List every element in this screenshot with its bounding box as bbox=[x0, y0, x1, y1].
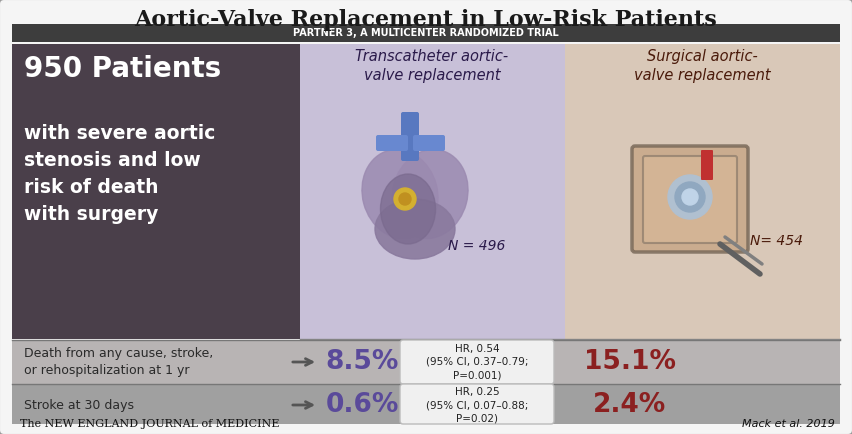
FancyBboxPatch shape bbox=[400, 340, 554, 384]
Text: HR, 0.25
(95% CI, 0.07–0.88;
P=0.02): HR, 0.25 (95% CI, 0.07–0.88; P=0.02) bbox=[426, 387, 528, 423]
FancyArrowPatch shape bbox=[293, 401, 312, 408]
Bar bbox=[12, 340, 840, 384]
Text: 950 Patients: 950 Patients bbox=[24, 55, 222, 83]
Text: PARTNER 3, A MULTICENTER RANDOMIZED TRIAL: PARTNER 3, A MULTICENTER RANDOMIZED TRIA… bbox=[293, 28, 559, 38]
FancyBboxPatch shape bbox=[376, 135, 408, 151]
FancyBboxPatch shape bbox=[632, 146, 748, 252]
Bar bbox=[300, 44, 565, 339]
Text: Surgical aortic-
valve replacement: Surgical aortic- valve replacement bbox=[634, 49, 770, 83]
Bar bbox=[565, 44, 840, 339]
Text: 15.1%: 15.1% bbox=[584, 349, 676, 375]
Ellipse shape bbox=[392, 149, 468, 239]
FancyBboxPatch shape bbox=[413, 135, 445, 151]
Text: Aortic-Valve Replacement in Low-Risk Patients: Aortic-Valve Replacement in Low-Risk Pat… bbox=[135, 9, 717, 31]
FancyArrowPatch shape bbox=[293, 358, 312, 365]
Text: Transcatheter aortic-
valve replacement: Transcatheter aortic- valve replacement bbox=[355, 49, 509, 83]
Ellipse shape bbox=[381, 174, 435, 244]
Text: 8.5%: 8.5% bbox=[325, 349, 399, 375]
Text: Mack et al. 2019: Mack et al. 2019 bbox=[742, 419, 835, 429]
Bar bbox=[12, 44, 300, 339]
Circle shape bbox=[675, 182, 705, 212]
Bar bbox=[12, 385, 840, 424]
Bar bbox=[12, 24, 840, 42]
Text: N = 496: N = 496 bbox=[448, 239, 505, 253]
Ellipse shape bbox=[375, 199, 455, 259]
Text: Stroke at 30 days: Stroke at 30 days bbox=[24, 398, 134, 411]
FancyBboxPatch shape bbox=[701, 150, 713, 180]
Circle shape bbox=[668, 175, 712, 219]
Text: with severe aortic
stenosis and low
risk of death
with surgery: with severe aortic stenosis and low risk… bbox=[24, 124, 216, 224]
Text: 2.4%: 2.4% bbox=[593, 392, 666, 418]
FancyBboxPatch shape bbox=[400, 384, 554, 424]
Text: N= 454: N= 454 bbox=[750, 234, 803, 248]
Text: Death from any cause, stroke,
or rehospitalization at 1 yr: Death from any cause, stroke, or rehospi… bbox=[24, 347, 213, 377]
FancyBboxPatch shape bbox=[643, 156, 737, 243]
FancyBboxPatch shape bbox=[0, 0, 852, 434]
FancyBboxPatch shape bbox=[401, 112, 419, 161]
Ellipse shape bbox=[362, 149, 438, 239]
Text: The NEW ENGLAND JOURNAL of MEDICINE: The NEW ENGLAND JOURNAL of MEDICINE bbox=[20, 419, 279, 429]
Circle shape bbox=[394, 188, 416, 210]
Bar bbox=[12, 44, 840, 339]
Circle shape bbox=[399, 193, 411, 205]
Text: HR, 0.54
(95% CI, 0.37–0.79;
P=0.001): HR, 0.54 (95% CI, 0.37–0.79; P=0.001) bbox=[426, 344, 528, 380]
Text: 0.6%: 0.6% bbox=[325, 392, 399, 418]
Circle shape bbox=[682, 189, 698, 205]
